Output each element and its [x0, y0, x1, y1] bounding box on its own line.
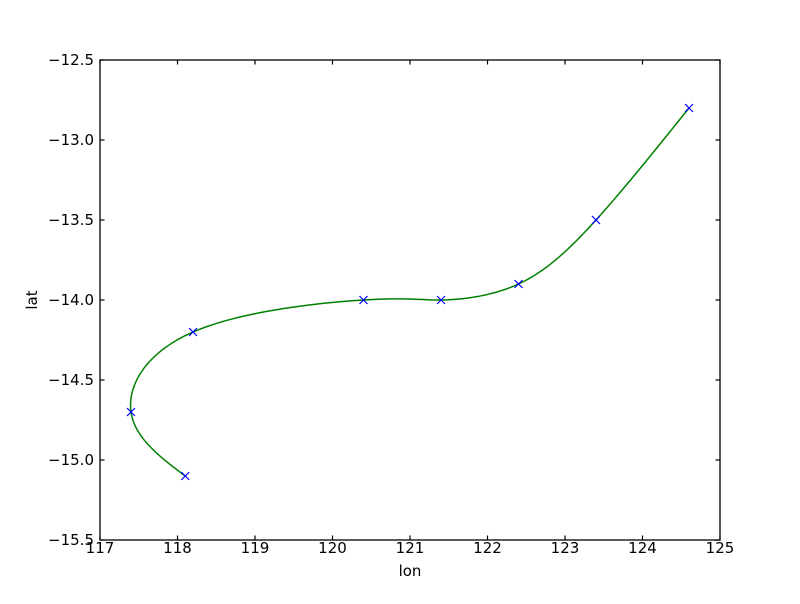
data-point-marker — [126, 407, 136, 417]
data-point-marker — [359, 295, 368, 305]
x-tick-label: 117 — [86, 539, 115, 557]
y-tick-label: −14.0 — [48, 291, 94, 309]
series-line — [129, 107, 690, 477]
data-point-marker — [684, 103, 694, 113]
x-tick-label: 118 — [163, 539, 192, 557]
x-tick-label: 125 — [706, 539, 735, 557]
marker-stroke — [514, 279, 523, 289]
plot-area-border — [99, 59, 721, 541]
y-tick-label: −12.5 — [48, 51, 94, 69]
x-tick-label: 120 — [318, 539, 347, 557]
y-tick-label: −15.5 — [48, 531, 94, 549]
x-tick-label: 119 — [241, 539, 270, 557]
data-point-marker — [180, 471, 190, 481]
series-layer — [126, 103, 694, 481]
data-point-marker — [591, 215, 601, 225]
marker-stroke — [188, 327, 198, 337]
y-axis-title: lat — [23, 290, 41, 309]
data-point-marker — [188, 327, 198, 337]
tick-labels-layer: 117 118 119 120 121 122 123 124 125 −15.5 −15.0 −14… — [48, 51, 734, 557]
x-tick-label: 123 — [551, 539, 580, 557]
marker-stroke — [359, 295, 368, 305]
marker-stroke — [436, 295, 446, 305]
y-tick-label: −15.0 — [48, 451, 94, 469]
x-tick-label: 124 — [628, 539, 657, 557]
marker-stroke — [180, 471, 190, 481]
marker-stroke — [591, 215, 601, 225]
y-tick-label: −13.0 — [48, 131, 94, 149]
y-tick-label: −13.5 — [48, 211, 94, 229]
marker-stroke — [684, 103, 694, 113]
x-tick-label: 122 — [473, 539, 502, 557]
x-tick-label: 121 — [396, 539, 425, 557]
x-axis-title: lon — [399, 562, 422, 580]
data-point-marker — [436, 295, 446, 305]
marker-stroke — [126, 407, 136, 417]
y-tick-label: −14.5 — [48, 371, 94, 389]
data-point-marker — [514, 279, 523, 289]
ticks-layer — [99, 59, 721, 541]
